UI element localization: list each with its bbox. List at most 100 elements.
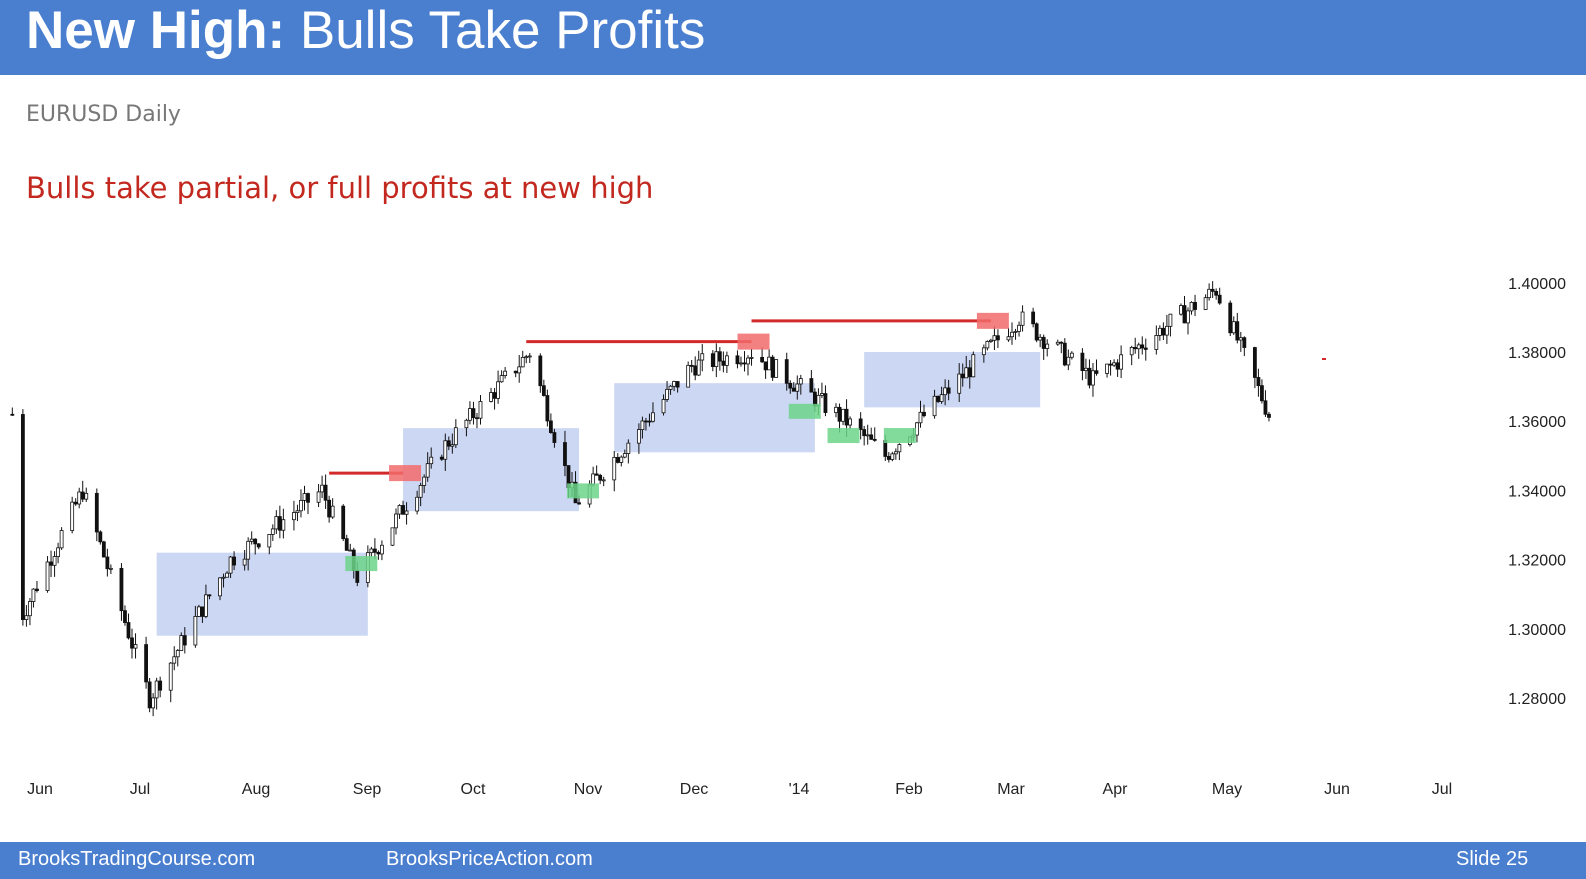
- candle-body: [760, 356, 764, 363]
- trading-range-box: [864, 352, 1041, 408]
- candle-body: [175, 650, 180, 658]
- candle-body: [468, 408, 472, 421]
- candle-body: [105, 556, 110, 570]
- candle-body: [10, 413, 15, 416]
- candle-body: [1084, 367, 1088, 371]
- candle-body: [922, 411, 926, 417]
- candle-body: [1210, 288, 1215, 292]
- candle-body: [274, 516, 279, 530]
- candle-body: [823, 393, 828, 413]
- candle-body: [943, 387, 948, 396]
- trading-range-box: [156, 552, 368, 636]
- candle-body: [380, 544, 384, 555]
- candle-body: [56, 547, 60, 557]
- candles-group: [10, 281, 1271, 717]
- x-tick-label: Sep: [353, 781, 382, 798]
- candle-body: [1031, 311, 1036, 325]
- candle-body: [196, 606, 201, 617]
- buy-marker: [883, 428, 916, 444]
- candle-body: [123, 610, 127, 623]
- candle-body: [844, 408, 849, 426]
- candle-body: [640, 420, 645, 430]
- candle-body: [612, 457, 617, 481]
- candle-body: [1066, 356, 1071, 366]
- chart-subtitle: EURUSD Daily: [26, 102, 181, 127]
- candle-body: [372, 548, 377, 553]
- candle-body: [1238, 337, 1243, 341]
- candle-body: [256, 543, 261, 548]
- candle-body: [1186, 310, 1190, 324]
- candle-body: [886, 456, 891, 460]
- footer-center-link[interactable]: BrooksPriceAction.com: [386, 848, 593, 870]
- candle-body: [1140, 344, 1145, 349]
- candle-body: [316, 491, 321, 503]
- candle-body: [1129, 347, 1134, 356]
- candle-body: [710, 353, 715, 367]
- slide-title: New High: Bulls Take Profits: [26, 0, 705, 62]
- candle-body: [295, 510, 300, 513]
- candle-body: [1157, 327, 1162, 336]
- candle-body: [1105, 363, 1109, 374]
- candle-body: [84, 492, 89, 500]
- candle-body: [932, 395, 937, 417]
- candle-body: [344, 538, 349, 551]
- candle-body: [323, 484, 328, 501]
- candle-body: [517, 366, 522, 374]
- profit-taking-marker: [737, 333, 770, 350]
- candle-body: [848, 418, 852, 426]
- candle-body: [182, 635, 187, 646]
- candle-body: [872, 438, 877, 441]
- candle-body: [672, 381, 676, 387]
- candle-body: [267, 533, 272, 548]
- candle-body: [292, 512, 296, 521]
- candle-body: [503, 370, 508, 376]
- candle-body: [108, 567, 113, 570]
- candle-body: [355, 570, 360, 583]
- candle-body: [545, 395, 550, 422]
- candle-body: [1080, 352, 1085, 371]
- candle-body: [24, 615, 29, 620]
- candle-body: [1235, 321, 1240, 341]
- candle-body: [1182, 305, 1187, 324]
- candle-body: [1034, 323, 1039, 341]
- candle-body: [763, 361, 768, 371]
- candle-body: [478, 401, 483, 419]
- candle-body: [443, 440, 448, 460]
- candle-body: [154, 680, 159, 699]
- candle-body: [1059, 341, 1064, 344]
- candle-body: [489, 392, 493, 402]
- x-tick-label: May: [1212, 781, 1242, 798]
- candle-body: [841, 408, 845, 422]
- candle-body: [270, 528, 275, 535]
- candle-body: [601, 479, 606, 482]
- candle-body: [985, 341, 990, 349]
- candle-body: [1189, 301, 1194, 312]
- y-tick-label: 1.34000: [1508, 483, 1566, 500]
- x-tick-label: Dec: [680, 781, 708, 798]
- candle-body: [1045, 343, 1050, 349]
- candle-body: [151, 697, 156, 709]
- candle-body: [172, 656, 177, 664]
- candle-body: [228, 556, 233, 574]
- candle-body: [774, 359, 779, 378]
- candle-body: [302, 493, 307, 501]
- candle-body: [893, 451, 898, 455]
- candle-body: [837, 406, 842, 422]
- candle-body: [221, 576, 226, 579]
- x-tick-label: Mar: [997, 781, 1025, 798]
- candle-body: [130, 637, 134, 649]
- candle-body: [647, 420, 652, 423]
- candle-body: [527, 355, 532, 358]
- candle-body: [749, 356, 754, 359]
- candle-body: [865, 434, 870, 437]
- candle-body: [1136, 344, 1141, 350]
- candle-body: [330, 505, 335, 518]
- candle-body: [492, 392, 497, 399]
- candle-body: [45, 561, 50, 591]
- footer-left-link[interactable]: BrooksTradingCourse.com: [18, 848, 256, 870]
- candle-body: [200, 606, 205, 617]
- candle-body: [475, 417, 479, 420]
- candle-body: [742, 362, 747, 365]
- candle-body: [249, 538, 254, 542]
- candle-body: [770, 356, 775, 378]
